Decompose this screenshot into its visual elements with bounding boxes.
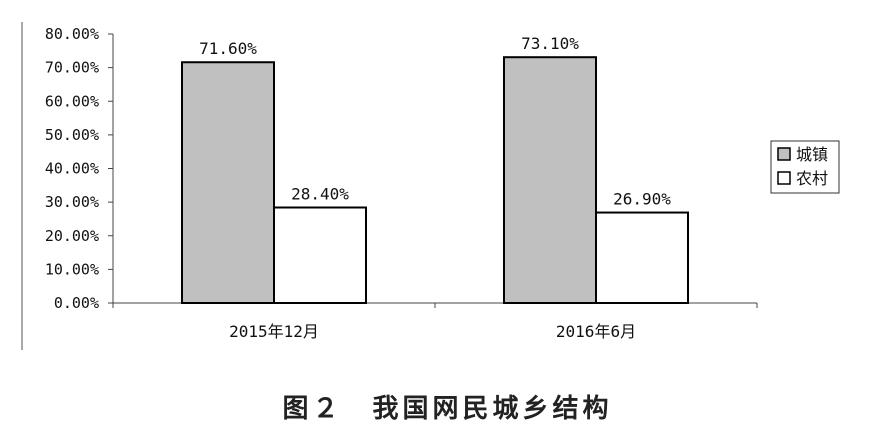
figure-caption: 图２ 我国网民城乡结构	[282, 394, 613, 424]
bar	[181, 61, 275, 305]
data-label: 73.10%	[521, 34, 579, 53]
bar	[595, 211, 689, 304]
x-tick-label: 2016年6月	[556, 322, 636, 341]
y-tick-label: 40.00%	[45, 160, 99, 178]
x-tick-label: 2015年12月	[229, 322, 319, 341]
bars: 71.60% 28.40% 73.10% 26.90%	[181, 34, 689, 305]
data-label: 26.90%	[613, 190, 671, 209]
y-tick-label: 50.00%	[45, 126, 99, 144]
legend-swatch	[777, 147, 791, 161]
x-axis: 2015年12月 2016年6月	[112, 302, 758, 341]
y-tick-label: 60.00%	[45, 92, 99, 110]
y-tick-label: 70.00%	[45, 59, 99, 77]
data-label: 28.40%	[291, 185, 349, 204]
y-tick-label: 80.00%	[45, 25, 99, 43]
y-tick-label: 20.00%	[45, 227, 99, 245]
y-axis: 0.00% 10.00% 20.00% 30.00% 40.00% 50.00% 60.00…	[45, 25, 114, 312]
y-tick-label: 0.00%	[54, 294, 99, 312]
legend-label: 城镇	[796, 145, 828, 164]
legend-label: 农村	[796, 169, 828, 188]
bar	[503, 56, 597, 304]
data-label: 71.60%	[199, 39, 257, 58]
bar	[273, 206, 367, 305]
y-tick-label: 30.00%	[45, 193, 99, 211]
legend-swatch	[777, 171, 791, 185]
y-tick-label: 10.00%	[45, 260, 99, 278]
